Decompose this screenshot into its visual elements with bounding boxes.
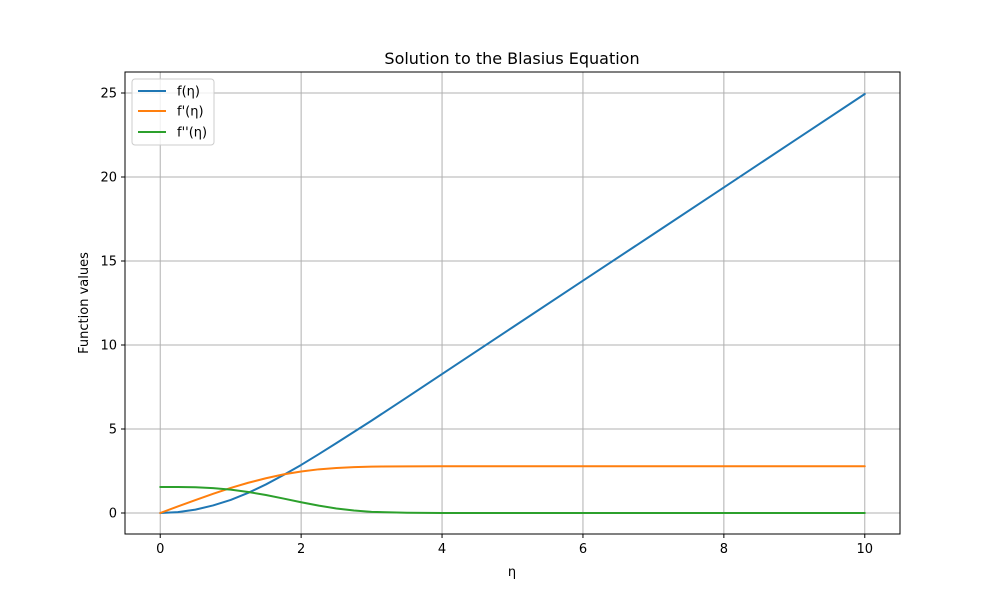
x-tick-label: 6 [579, 542, 587, 557]
series-line-f-prime [159, 465, 866, 514]
y-tick-label: 5 [109, 423, 117, 438]
y-tick-label: 20 [100, 171, 117, 186]
legend-box [131, 78, 215, 146]
x-tick-label: 8 [720, 542, 728, 557]
series-line-f-double-prime [159, 485, 866, 514]
y-tick-label: 0 [109, 507, 117, 522]
x-tick-label: 4 [438, 542, 446, 557]
legend: f(η) f'(η) f''(η) [131, 78, 215, 146]
x-axis-ticks: 0 2 4 6 8 10 [156, 534, 873, 557]
y-tick-label: 25 [100, 87, 117, 102]
x-axis-label: η [508, 565, 516, 580]
y-tick-label: 10 [100, 339, 117, 354]
x-tick-label: 10 [856, 542, 873, 557]
legend-label-f-double-prime: f''(η) [177, 126, 207, 141]
y-tick-label: 15 [100, 255, 117, 270]
y-axis-ticks: 0 5 10 15 20 25 [100, 87, 125, 522]
legend-label-f-prime: f'(η) [177, 105, 204, 120]
legend-label-f: f(η) [177, 85, 200, 100]
plot-frame [124, 71, 901, 535]
x-tick-label: 0 [156, 542, 164, 557]
series-lines [159, 93, 866, 514]
y-axis-label: Function values [77, 252, 92, 354]
series-line-f [159, 93, 866, 514]
x-tick-label: 2 [297, 542, 305, 557]
chart-title: Solution to the Blasius Equation [384, 49, 639, 68]
